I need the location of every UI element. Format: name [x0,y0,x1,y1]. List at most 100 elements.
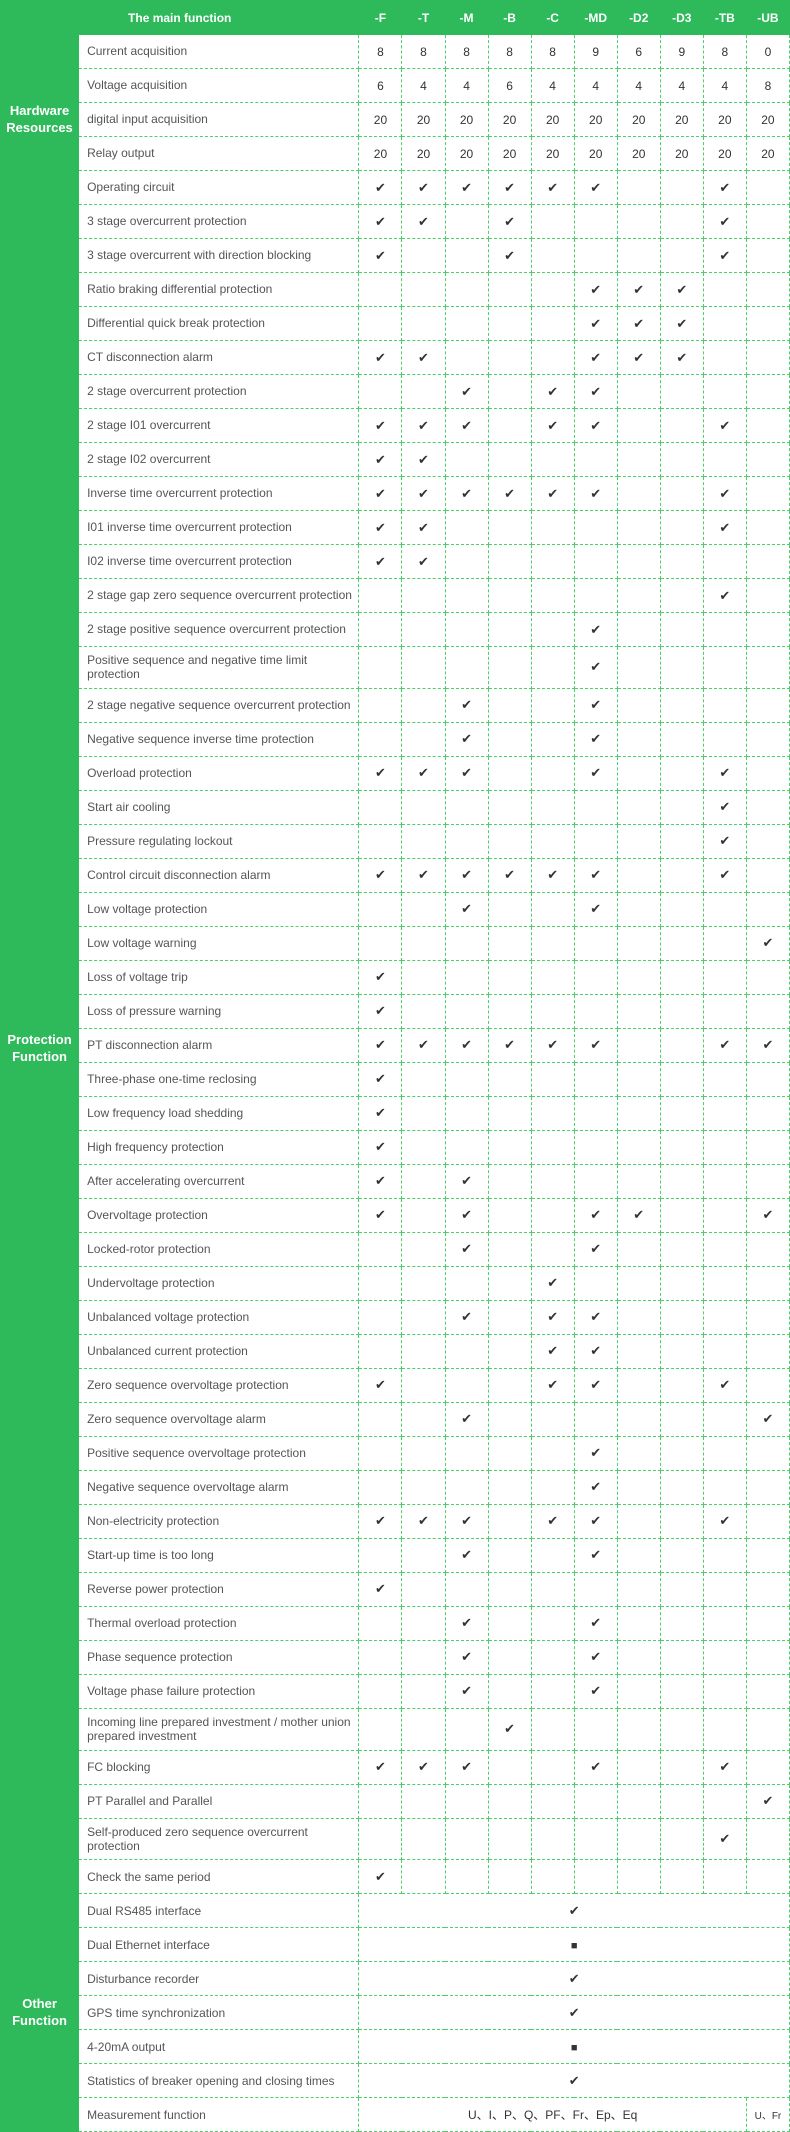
merged-value [359,1894,790,1928]
value-cell: 20 [359,137,402,171]
value-cell [488,1096,531,1130]
value-cell [660,1334,703,1368]
table-row: Overvoltage protection [1,1198,790,1232]
check-icon [590,1208,601,1222]
check-icon [590,698,601,712]
check-icon [719,215,730,229]
value-cell [531,1640,574,1674]
check-icon [719,1514,730,1528]
table-row: Low voltage protection [1,892,790,926]
value-cell [746,1402,789,1436]
value-cell [660,1028,703,1062]
value-cell [660,1708,703,1750]
value-cell [488,858,531,892]
value-cell [703,171,746,205]
value-cell [617,307,660,341]
table-row: Inverse time overcurrent protection [1,477,790,511]
value-cell [488,1300,531,1334]
value-cell [402,926,445,960]
value-cell [660,824,703,858]
value-cell [703,858,746,892]
check-icon [418,215,429,229]
feature-name: Loss of voltage trip [79,960,359,994]
value-cell [617,892,660,926]
table-row: Negative sequence overvoltage alarm [1,1470,790,1504]
value-cell [703,1640,746,1674]
value-cell [531,790,574,824]
value-cell [445,1674,488,1708]
check-icon [590,732,601,746]
value-cell [445,960,488,994]
value-cell: 6 [488,69,531,103]
value-cell [703,579,746,613]
value-cell [660,409,703,443]
value-cell [617,1504,660,1538]
check-icon [461,1548,472,1562]
check-icon [547,868,558,882]
check-icon [461,1684,472,1698]
value-cell: 4 [574,69,617,103]
value-cell [746,239,789,273]
feature-name: Low frequency load shedding [79,1096,359,1130]
value-cell [488,926,531,960]
value-cell [359,341,402,375]
table-row: 2 stage overcurrent protection [1,375,790,409]
check-icon [590,1310,601,1324]
check-icon [375,215,386,229]
value-cell [703,477,746,511]
value-cell [617,1266,660,1300]
value-cell [660,545,703,579]
value-cell [359,409,402,443]
check-icon [461,1208,472,1222]
table-row: Other FunctionDual RS485 interface [1,1894,790,1928]
table-row: Loss of pressure warning [1,994,790,1028]
value-cell [488,1436,531,1470]
check-icon [590,1038,601,1052]
value-cell [445,1606,488,1640]
value-cell [359,824,402,858]
value-cell [660,1130,703,1164]
value-cell [660,1436,703,1470]
value-cell [574,579,617,613]
value-cell [359,1062,402,1096]
value-cell [703,375,746,409]
value-cell [746,756,789,790]
value-cell [703,926,746,960]
value-cell [660,511,703,545]
table-row: Dual Ethernet interface [1,1928,790,1962]
check-icon [590,623,601,637]
feature-name: High frequency protection [79,1130,359,1164]
value-cell [445,477,488,511]
feature-name: 2 stage I02 overcurrent [79,443,359,477]
header-col: -B [488,1,531,35]
value-cell [488,1572,531,1606]
value-cell [574,1028,617,1062]
check-icon [375,487,386,501]
value-cell [617,647,660,689]
check-icon [762,1412,773,1426]
value-cell [660,1674,703,1708]
value-cell [359,1818,402,1860]
value-cell [488,1504,531,1538]
value-cell [703,1538,746,1572]
value-cell [402,1402,445,1436]
value-cell [617,545,660,579]
value-cell [746,1504,789,1538]
value-cell [488,790,531,824]
value-cell [488,1266,531,1300]
value-cell [359,1096,402,1130]
check-icon [461,1650,472,1664]
value-cell [531,994,574,1028]
check-icon [633,283,644,297]
value-cell [746,579,789,613]
check-icon [375,181,386,195]
feature-name: Reverse power protection [79,1572,359,1606]
value-cell [574,756,617,790]
value-cell [574,1504,617,1538]
value-cell [445,1198,488,1232]
table-row: Overload protection [1,756,790,790]
feature-name: Phase sequence protection [79,1640,359,1674]
table-row: Thermal overload protection [1,1606,790,1640]
value-cell [531,1784,574,1818]
value-cell [660,1164,703,1198]
